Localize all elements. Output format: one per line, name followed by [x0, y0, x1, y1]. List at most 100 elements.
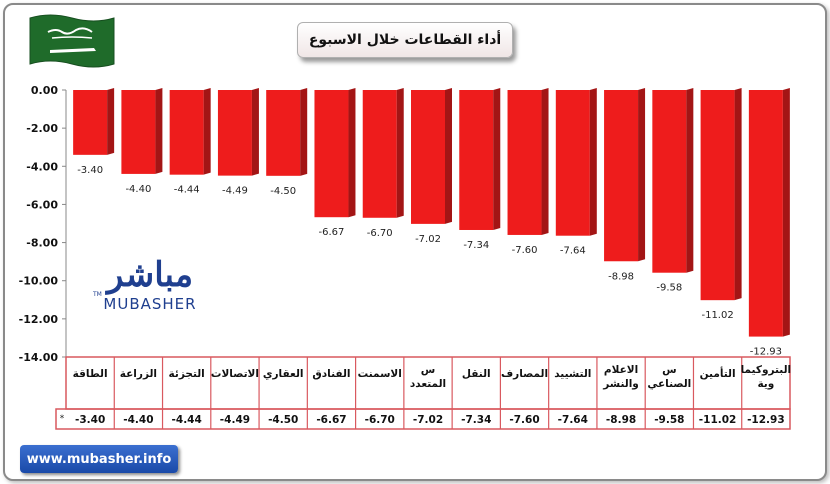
table-value: -7.60: [509, 414, 539, 426]
category-label: س: [662, 364, 677, 376]
bar-front: [266, 90, 301, 176]
bar: [314, 88, 356, 218]
category-label: التأمين: [700, 366, 736, 380]
bar-front: [652, 90, 687, 273]
bar-side: [734, 88, 742, 301]
bar-side: [155, 88, 163, 174]
bar-side: [782, 88, 790, 337]
bar: [700, 88, 742, 301]
y-tick-label: -4.00: [26, 160, 58, 173]
bar: [121, 88, 163, 174]
data-label: -7.34: [463, 240, 489, 251]
bar-front: [121, 90, 156, 174]
bar-side: [686, 88, 694, 273]
bar-side: [638, 88, 646, 262]
y-tick-label: -10.00: [19, 275, 59, 288]
bar-front: [604, 90, 639, 262]
data-label: -6.67: [319, 227, 345, 238]
category-label: البتروكيما: [741, 364, 792, 376]
category-label: وية: [757, 378, 774, 390]
y-tick-label: 0.00: [31, 84, 58, 97]
bar-front: [700, 90, 735, 301]
category-label: العقاري: [263, 368, 304, 380]
category-label: الاعلام: [604, 364, 638, 376]
bar: [266, 88, 308, 176]
table-value: -4.50: [268, 414, 298, 426]
category-label: النقل: [462, 368, 491, 380]
y-tick-label: -12.00: [19, 313, 59, 326]
bar-front: [217, 90, 252, 176]
table-value: -12.93: [747, 414, 785, 426]
bar-side: [300, 88, 308, 176]
category-label: الصناعي: [647, 378, 691, 390]
data-label: -4.50: [270, 186, 296, 197]
bar: [652, 88, 694, 273]
bar-side: [396, 88, 404, 218]
bar-side: [251, 88, 259, 176]
value-row-border: [55, 408, 791, 430]
bar: [748, 88, 790, 337]
data-label: -8.98: [608, 271, 634, 282]
table-value: -7.64: [558, 414, 588, 426]
bar-front: [748, 90, 783, 337]
category-label: الطاقة: [73, 368, 108, 380]
category-label: والنشر: [602, 378, 639, 390]
y-tick-label: -8.00: [26, 237, 58, 250]
category-label: التجزئة: [169, 368, 205, 380]
category-label: المصارف: [501, 368, 548, 380]
category-label: التشييد: [554, 368, 591, 380]
bar: [555, 88, 597, 236]
table-value: -4.49: [220, 414, 250, 426]
bar-side: [541, 88, 549, 235]
bar-side: [493, 88, 501, 230]
data-label: -4.49: [222, 186, 248, 197]
table-value: -4.40: [123, 414, 153, 426]
bar-side: [445, 88, 452, 224]
mubasher-logo: مباشر TM MUBASHER: [93, 255, 205, 320]
bar-front: [555, 90, 590, 236]
data-label: -11.02: [701, 310, 733, 321]
bar-front: [362, 90, 397, 218]
bar: [169, 88, 211, 175]
data-label: -4.40: [125, 184, 151, 195]
bar-front: [73, 90, 108, 155]
category-label: الفنادق: [312, 368, 350, 380]
table-value: -8.98: [606, 414, 636, 426]
y-tick-label: -14.00: [19, 351, 59, 364]
bar: [507, 88, 549, 235]
website-link[interactable]: www.mubasher.info: [20, 445, 178, 473]
table-value: -3.40: [75, 414, 105, 426]
bar-front: [169, 90, 204, 175]
y-tick-label: -2.00: [26, 122, 58, 135]
data-label: -9.58: [656, 283, 682, 294]
category-label: المتعدد: [410, 378, 446, 390]
category-label: س: [421, 364, 436, 376]
saudi-flag-icon: [29, 14, 115, 68]
data-label: -7.02: [415, 234, 441, 245]
y-tick-label: -6.00: [26, 198, 58, 211]
table-value: -7.02: [413, 414, 443, 426]
bar: [604, 88, 646, 262]
bar-side: [107, 88, 115, 155]
logo-arabic-text: مباشر: [106, 255, 194, 295]
table-value: -9.58: [654, 414, 684, 426]
bar-side: [203, 88, 211, 175]
logo-trademark: TM: [93, 291, 102, 298]
data-label: -3.40: [77, 165, 103, 176]
data-label: -7.64: [560, 246, 586, 257]
bar: [411, 88, 452, 224]
bar-side: [348, 88, 356, 218]
data-label: -7.60: [512, 245, 538, 256]
bar: [362, 88, 404, 218]
table-value: -7.34: [461, 414, 491, 426]
bar-front: [507, 90, 542, 235]
table-value: -4.44: [172, 414, 202, 426]
table-value: -11.02: [699, 414, 737, 426]
table-marker: *: [60, 414, 65, 424]
bar: [73, 88, 115, 155]
logo-english-text: MUBASHER: [103, 295, 197, 313]
bar-front: [459, 90, 494, 230]
category-label: الاسمنت: [358, 368, 402, 380]
bar-side: [589, 88, 597, 236]
